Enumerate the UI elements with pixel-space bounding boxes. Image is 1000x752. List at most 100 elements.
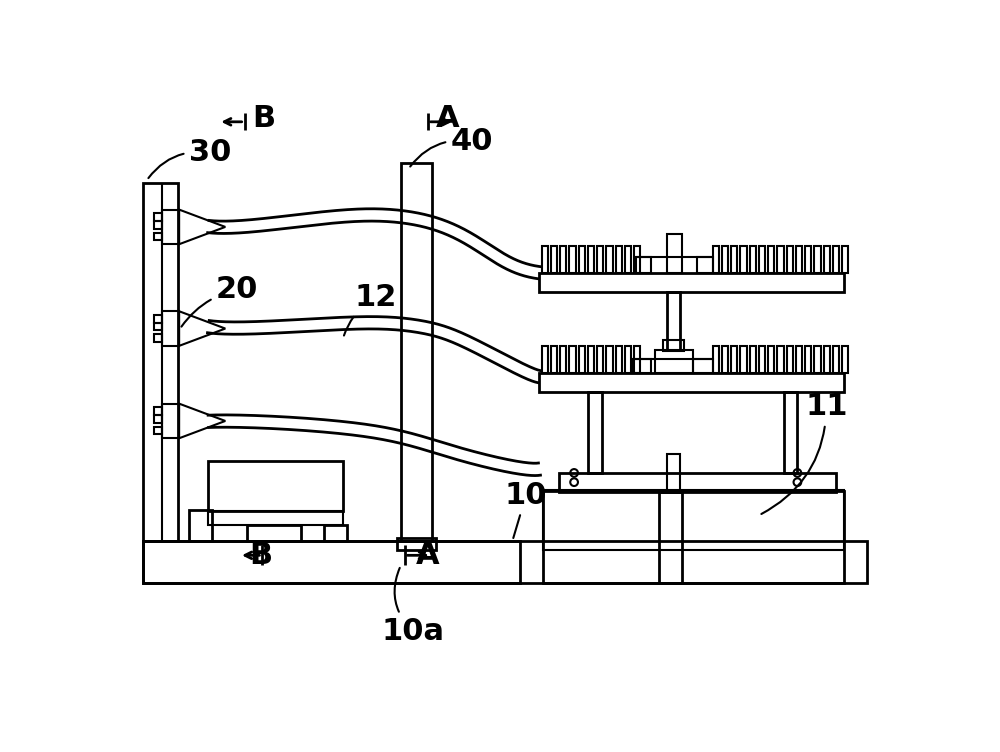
Bar (569, 346, 576, 373)
Bar (539, 373, 844, 392)
Bar (162, 210, 179, 244)
Bar (636, 257, 651, 273)
Bar (796, 346, 802, 373)
Bar (659, 492, 682, 583)
Bar (542, 346, 548, 373)
Bar (713, 246, 719, 273)
Bar (154, 214, 162, 221)
Bar (750, 246, 756, 273)
Bar (796, 246, 802, 273)
Bar (784, 392, 797, 473)
Bar (154, 315, 162, 323)
Text: 30: 30 (148, 138, 231, 178)
Text: B: B (252, 105, 275, 133)
Bar (143, 541, 520, 583)
Bar (597, 346, 603, 373)
Bar (401, 163, 432, 541)
Bar (842, 246, 848, 273)
Bar (397, 538, 436, 550)
Bar (759, 246, 765, 273)
Bar (740, 346, 747, 373)
Bar (569, 246, 576, 273)
Bar (154, 408, 162, 415)
Bar (208, 511, 343, 526)
Bar (824, 346, 830, 373)
Bar (606, 346, 613, 373)
Bar (597, 246, 603, 273)
Text: 11: 11 (761, 393, 848, 514)
Bar (154, 232, 162, 241)
Bar (722, 246, 728, 273)
Bar (805, 246, 811, 273)
Bar (805, 346, 811, 373)
Bar (655, 350, 693, 373)
Bar (579, 346, 585, 373)
Bar (750, 346, 756, 373)
Bar (759, 346, 765, 373)
Bar (740, 246, 747, 273)
Bar (768, 346, 774, 373)
Bar (560, 346, 566, 373)
Bar (814, 246, 820, 273)
Bar (154, 323, 162, 330)
Bar (625, 246, 631, 273)
Bar (324, 526, 347, 541)
Bar (731, 246, 737, 273)
Text: 20: 20 (181, 275, 258, 326)
Bar (824, 246, 830, 273)
Text: B: B (249, 541, 272, 570)
Bar (634, 346, 640, 373)
Bar (588, 246, 594, 273)
Bar (625, 346, 631, 373)
Bar (208, 462, 343, 511)
Bar (543, 490, 844, 583)
Bar (787, 246, 793, 273)
Bar (632, 359, 651, 373)
Bar (162, 404, 179, 438)
Bar (543, 490, 844, 550)
Bar (606, 246, 613, 273)
Bar (693, 359, 713, 373)
Bar (616, 346, 622, 373)
Bar (542, 246, 548, 273)
Bar (713, 346, 719, 373)
Bar (551, 246, 557, 273)
Bar (154, 335, 162, 342)
Text: 12: 12 (344, 283, 397, 335)
Bar (787, 346, 793, 373)
Bar (143, 183, 178, 541)
Bar (616, 246, 622, 273)
Bar (833, 246, 839, 273)
Bar (560, 246, 566, 273)
Bar (189, 510, 212, 541)
Bar (579, 246, 585, 273)
Bar (731, 346, 737, 373)
Bar (777, 346, 784, 373)
Text: 40: 40 (410, 126, 493, 166)
Bar (697, 257, 713, 273)
Text: A: A (416, 541, 440, 570)
Bar (559, 473, 836, 492)
Bar (539, 273, 844, 292)
Bar (663, 340, 684, 351)
Bar (143, 541, 867, 583)
Bar (588, 392, 602, 473)
Bar (154, 426, 162, 435)
Bar (634, 246, 640, 273)
Bar (777, 246, 784, 273)
Text: 10a: 10a (382, 568, 445, 646)
Bar (722, 346, 728, 373)
Bar (154, 415, 162, 423)
Bar (551, 346, 557, 373)
Bar (247, 526, 301, 541)
Bar (842, 346, 848, 373)
Bar (162, 311, 179, 346)
Bar (666, 453, 680, 492)
Bar (588, 346, 594, 373)
Text: A: A (436, 105, 459, 133)
Bar (154, 221, 162, 229)
Bar (666, 234, 682, 273)
Text: 10: 10 (505, 481, 547, 538)
Bar (814, 346, 820, 373)
Bar (666, 292, 680, 350)
